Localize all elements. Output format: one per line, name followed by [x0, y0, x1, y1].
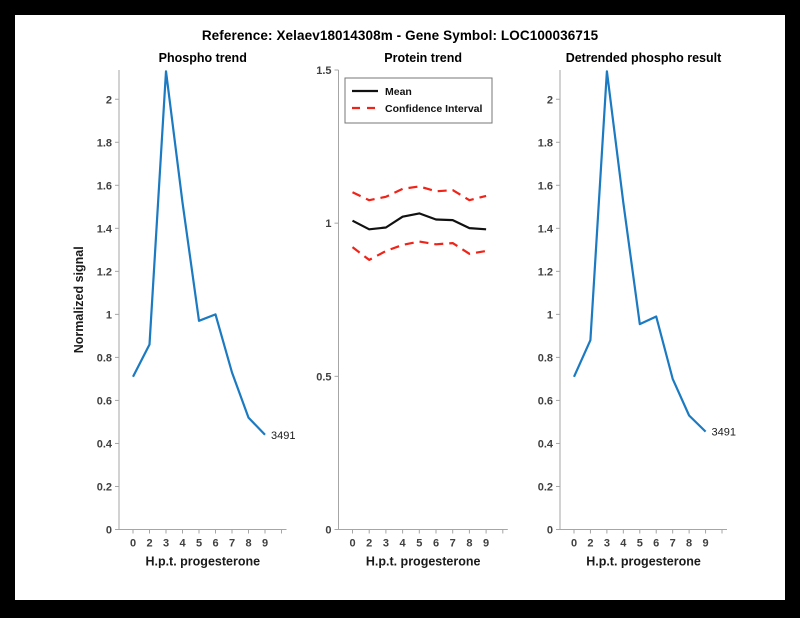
y-tick-label: 1.6: [97, 180, 112, 192]
figure-canvas: Reference: Xelaev18014308m - Gene Symbol…: [15, 15, 785, 600]
x-tick-label: 8: [466, 538, 472, 550]
x-tick-label: 7: [229, 538, 235, 550]
x-tick-label: 4: [400, 538, 407, 550]
axis-spines: [338, 70, 508, 530]
y-tick-label: 1.4: [538, 223, 554, 235]
y-tick-label: 1.6: [538, 180, 553, 192]
y-tick-label: 0.8: [538, 352, 553, 364]
x-tick-label: 2: [587, 538, 593, 550]
series-phospho-signal: [132, 70, 266, 436]
y-tick-label: 0: [325, 525, 331, 537]
subplot-title: Detrended phospho result: [566, 51, 722, 65]
y-tick-label: 0.5: [316, 371, 331, 383]
y-tick-label: 1: [325, 218, 331, 230]
x-tick-label: 3: [383, 538, 389, 550]
series-confidence-upper: [352, 185, 487, 202]
subplot-title: Phospho trend: [159, 51, 247, 65]
x-axis-label: H.p.t. progesterone: [145, 555, 260, 569]
series-detrended-phospho-signal: [572, 70, 707, 433]
y-tick-label: 0.6: [97, 395, 112, 407]
x-tick-label: 2: [366, 538, 372, 550]
series-confidence-lower: [351, 240, 487, 261]
x-tick-label: 8: [245, 538, 251, 550]
y-tick-label: 0.4: [97, 438, 113, 450]
y-tick-label: 1.8: [97, 137, 112, 149]
legend-label: Mean: [385, 86, 412, 98]
y-tick-label: 1: [106, 309, 112, 321]
y-tick-label: 0.8: [97, 352, 112, 364]
y-tick-label: 0.2: [97, 481, 112, 493]
x-tick-label: 6: [433, 538, 439, 550]
legend: Mean Confidence Interval: [344, 77, 493, 124]
legend-box: [344, 77, 493, 124]
figure-title: Reference: Xelaev18014308m - Gene Symbol…: [201, 28, 599, 43]
y-tick-label: 1.2: [97, 266, 112, 278]
x-axis-label: H.p.t. progesterone: [366, 555, 481, 569]
series-mean: [351, 212, 487, 231]
x-tick-label: 0: [571, 538, 577, 550]
x-tick-label: 9: [262, 538, 268, 550]
y-tick-label: 0: [547, 525, 553, 537]
legend-label: Confidence Interval: [385, 103, 483, 115]
trace-annotation: 3491: [712, 427, 736, 439]
plots-svg: 0 2 3 4 5 6 7 8 900.20.40.60.811.21.41.61.82Phos…: [72, 51, 736, 569]
y-tick-label: 0: [106, 525, 112, 537]
subplot-phospho-trend: 0 2 3 4 5 6 7 8 900.20.40.60.811.21.41.61.82Phos…: [72, 51, 295, 569]
trace-annotation: 3491: [271, 430, 295, 442]
axis-spines: [118, 70, 287, 530]
y-tick-label: 0.2: [538, 481, 553, 493]
x-tick-label: 2: [146, 538, 152, 550]
y-tick-label: 1.8: [538, 137, 553, 149]
x-tick-label: 5: [196, 538, 202, 550]
x-tick-label: 0: [349, 538, 355, 550]
x-tick-label: 6: [653, 538, 659, 550]
x-tick-label: 4: [620, 538, 627, 550]
y-tick-label: 0.4: [538, 438, 554, 450]
x-tick-label: 4: [179, 538, 186, 550]
y-tick-label: 2: [547, 94, 553, 106]
y-tick-label: 1.4: [97, 223, 113, 235]
y-tick-label: 1.2: [538, 266, 553, 278]
x-axis-label: H.p.t. progesterone: [586, 555, 701, 569]
y-tick-label: 1: [547, 309, 553, 321]
y-tick-label: 0.6: [538, 395, 553, 407]
subplot-title: Protein trend: [384, 51, 462, 65]
axis-spines: [559, 70, 727, 530]
x-tick-label: 0: [130, 538, 136, 550]
y-tick-label: 2: [106, 94, 112, 106]
x-tick-label: 8: [686, 538, 692, 550]
x-tick-label: 6: [212, 538, 218, 550]
x-tick-label: 7: [450, 538, 456, 550]
x-tick-label: 9: [702, 538, 708, 550]
x-tick-label: 7: [670, 538, 676, 550]
x-tick-label: 5: [637, 538, 643, 550]
subplot-detrended-phospho-result: 0 2 3 4 5 6 7 8 900.20.40.60.811.21.41.61.82Detr…: [538, 51, 736, 569]
y-tick-label: 1.5: [316, 65, 331, 77]
x-tick-label: 9: [483, 538, 489, 550]
x-tick-label: 5: [416, 538, 422, 550]
y-axis-label: Normalized signal: [72, 246, 86, 353]
x-tick-label: 3: [604, 538, 610, 550]
x-tick-label: 3: [163, 538, 169, 550]
